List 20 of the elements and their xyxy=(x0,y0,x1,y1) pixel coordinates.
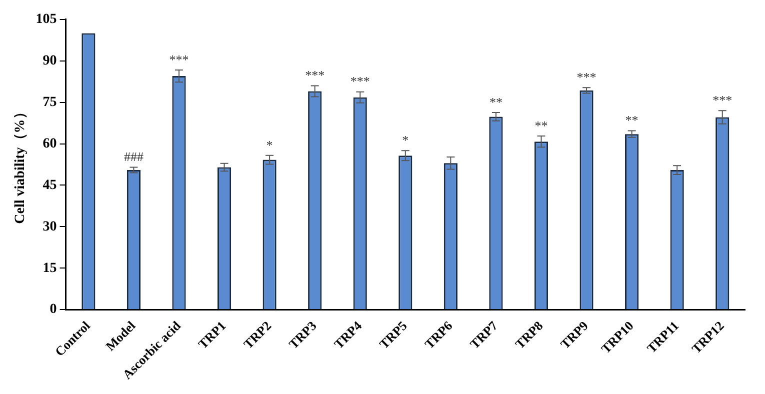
y-tick-label: 15 xyxy=(42,260,57,276)
y-axis-title: Cell viability（%） xyxy=(13,105,28,224)
annotation: * xyxy=(266,137,273,152)
annotation: ** xyxy=(489,94,502,110)
annotation: *** xyxy=(712,92,732,108)
annotation: ** xyxy=(625,112,638,128)
y-tick-label: 0 xyxy=(50,302,57,318)
y-tick-label: 60 xyxy=(42,136,57,152)
annotation: *** xyxy=(305,68,325,83)
annotation: *** xyxy=(350,74,370,89)
y-tick-label: 30 xyxy=(42,219,57,234)
annotation: ** xyxy=(534,118,548,133)
annotation: ### xyxy=(124,149,144,164)
y-tick-label: 90 xyxy=(42,53,57,68)
y-tick-label: 45 xyxy=(42,178,57,193)
annotation: *** xyxy=(169,52,189,67)
y-tick-label: 75 xyxy=(42,94,57,110)
y-tick-label: 105 xyxy=(36,12,57,28)
annotation: *** xyxy=(576,70,596,85)
annotation: * xyxy=(402,132,409,148)
